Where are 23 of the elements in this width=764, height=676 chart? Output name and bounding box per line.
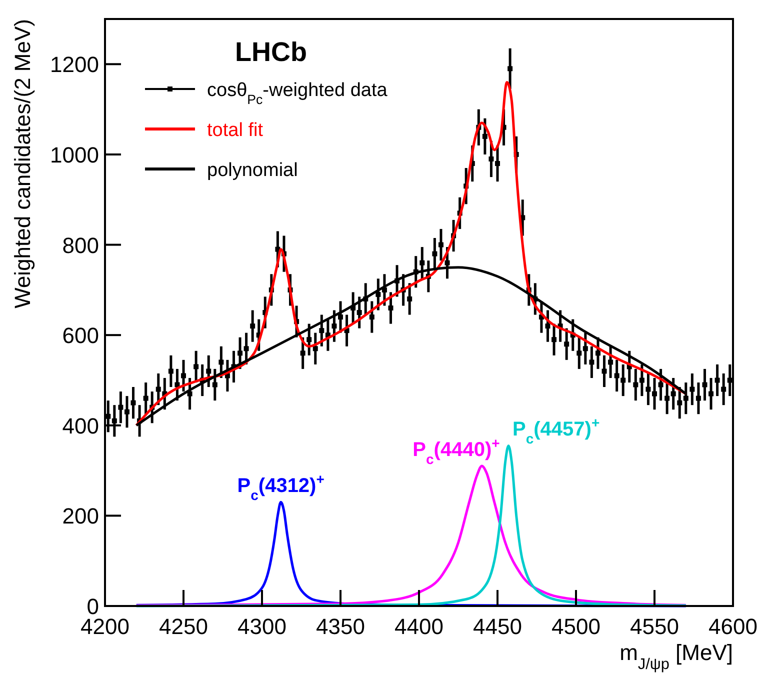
x-tick-label: 4350 — [316, 614, 365, 639]
x-axis-title: m$_{J/ψp}$ [MeV] — [620, 640, 733, 672]
x-tick-label: 4500 — [552, 614, 600, 639]
x-tick-label: 4550 — [630, 614, 679, 639]
y-tick-label: 800 — [62, 232, 99, 258]
x-tick-label: 4450 — [473, 614, 522, 639]
y-tick-label: 1200 — [50, 52, 99, 78]
x-tick-label: 4300 — [238, 614, 286, 639]
x-tick-label: 4400 — [394, 614, 444, 639]
annotation: LHCb — [235, 37, 307, 67]
annotation: P$_{c}$(4457)$^{+}$ — [512, 414, 600, 447]
y-tick-label: 200 — [62, 504, 99, 529]
y-tick-label: 400 — [62, 413, 99, 438]
x-tick-label: 4600 — [708, 614, 758, 639]
legend-label: polynomial — [207, 160, 298, 181]
annotation: P$_{c}$(4440)$^{+}$ — [412, 435, 500, 468]
legend-label: cosθ$_{Pc}$-weighted data — [207, 80, 388, 106]
annotation: P$_{c}$(4312)$^{+}$ — [237, 471, 324, 504]
y-axis-title: Weighted candidates/(2 MeV) — [10, 19, 35, 308]
legend-label: total fit — [207, 120, 264, 141]
x-tick-label: 4250 — [159, 614, 208, 639]
y-tick-label: 600 — [62, 323, 99, 348]
y-tick-label: 1000 — [50, 142, 99, 168]
